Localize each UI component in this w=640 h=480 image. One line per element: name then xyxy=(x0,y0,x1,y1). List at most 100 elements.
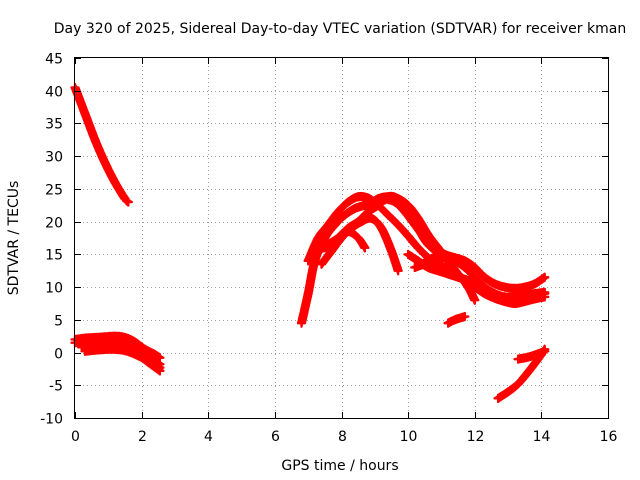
data-point xyxy=(533,349,543,359)
data-point xyxy=(316,259,327,269)
data-point xyxy=(353,233,363,243)
data-point xyxy=(500,292,510,302)
data-point xyxy=(343,197,353,207)
data-point xyxy=(530,289,540,299)
data-point xyxy=(133,351,143,361)
series-arc-10 xyxy=(313,226,370,256)
y-tick-label: 40 xyxy=(45,85,63,101)
data-point xyxy=(313,246,323,256)
data-point xyxy=(380,194,390,204)
series-trace xyxy=(70,82,133,207)
plot-frame xyxy=(74,57,609,419)
y-axis-label: SDTVAR / TECUs xyxy=(6,181,22,296)
y-tick-label: 30 xyxy=(45,150,63,166)
data-point xyxy=(460,275,470,286)
y-tick-label: -5 xyxy=(49,379,63,395)
x-axis-label: GPS time / hours xyxy=(281,458,398,474)
data-point xyxy=(393,266,403,276)
data-point xyxy=(100,158,110,168)
x-tick-label: 12 xyxy=(467,429,485,445)
x-tick-label: 10 xyxy=(400,429,418,445)
data-point xyxy=(470,272,480,282)
data-point xyxy=(460,311,470,322)
data-point xyxy=(366,213,377,223)
data-point xyxy=(123,197,133,207)
data-point xyxy=(303,289,313,299)
data-point xyxy=(503,387,513,397)
x-tick-label: 8 xyxy=(338,429,347,445)
series-arc-1 xyxy=(70,82,133,207)
data-point xyxy=(363,193,373,203)
y-tick-label: 20 xyxy=(45,216,63,232)
data-point xyxy=(80,346,90,356)
data-point xyxy=(80,109,90,119)
series-arc-16 xyxy=(443,311,470,328)
data-point xyxy=(386,246,397,256)
y-tick-labels: -10 -5 0 5 10 15 20 25 30 35 40 45 xyxy=(40,52,63,428)
data-point xyxy=(540,346,550,356)
series-arc-18 xyxy=(513,346,550,364)
data-point xyxy=(470,262,480,273)
data-point xyxy=(323,239,333,250)
data-point xyxy=(510,292,520,302)
data-point xyxy=(540,272,550,282)
data-point xyxy=(410,262,420,273)
data-point xyxy=(480,282,490,292)
y-tick-label: 5 xyxy=(54,314,63,330)
grid-lines xyxy=(75,58,608,418)
data-point xyxy=(460,262,470,273)
series-arc-5 xyxy=(80,344,165,373)
data-point xyxy=(376,223,387,233)
data-point xyxy=(520,291,530,301)
data-point xyxy=(513,379,523,389)
data-point xyxy=(390,197,400,207)
data-point xyxy=(326,246,337,256)
y-tick-label: 15 xyxy=(45,248,63,264)
data-point xyxy=(120,345,130,356)
data-point xyxy=(413,243,423,253)
data-point xyxy=(393,220,403,230)
data-point xyxy=(440,262,450,273)
data-point xyxy=(403,231,413,241)
data-point xyxy=(470,295,480,305)
data-point xyxy=(147,358,157,368)
data-point xyxy=(110,177,120,187)
data-point xyxy=(493,393,503,403)
data-point xyxy=(353,192,363,202)
data-point xyxy=(93,345,103,355)
x-tick-label: 4 xyxy=(204,429,213,445)
x-tick-label: 16 xyxy=(600,429,618,445)
data-point xyxy=(296,318,307,328)
data-point xyxy=(303,256,313,266)
data-point xyxy=(540,287,550,297)
data-point xyxy=(440,253,450,263)
data-point xyxy=(430,253,440,263)
y-tick-label: 0 xyxy=(54,347,63,363)
data-point xyxy=(107,344,117,354)
axis-ticks xyxy=(75,58,609,419)
data-point xyxy=(360,243,370,253)
data-point xyxy=(450,315,460,325)
data-point xyxy=(450,269,460,279)
data-point xyxy=(155,363,165,373)
x-tick-label: 2 xyxy=(138,429,147,445)
data-point xyxy=(450,256,460,266)
data-point xyxy=(523,352,533,362)
chart-title: Day 320 of 2025, Sidereal Day-to-day VTE… xyxy=(54,21,626,37)
y-tick-label: -10 xyxy=(40,412,63,428)
data-point xyxy=(383,210,393,220)
data-point xyxy=(513,354,523,364)
data-point xyxy=(413,213,423,223)
data-point xyxy=(490,289,500,299)
data-point xyxy=(403,249,413,259)
data-series-layer xyxy=(70,82,550,403)
data-point xyxy=(350,203,360,214)
data-point xyxy=(410,220,420,230)
data-point xyxy=(400,207,410,217)
data-point xyxy=(340,210,350,220)
y-tick-label: 25 xyxy=(45,183,63,199)
series-arc-7 xyxy=(303,191,433,266)
data-point xyxy=(490,279,500,289)
data-point xyxy=(443,318,453,328)
data-point xyxy=(333,207,343,217)
